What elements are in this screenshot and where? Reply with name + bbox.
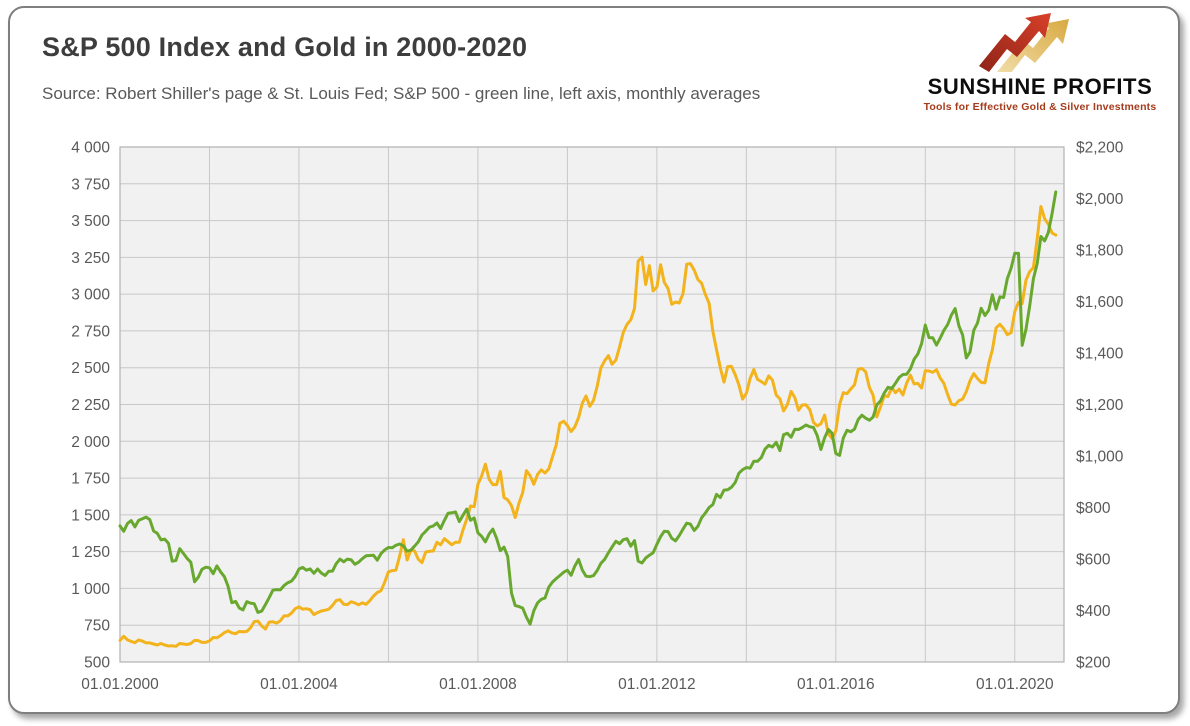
right-axis-tick-label: $2,200: [1076, 140, 1124, 157]
right-axis-tick-label: $1,600: [1076, 294, 1124, 311]
right-axis-tick-label: $2,000: [1076, 191, 1124, 208]
growth-arrow-icon: [916, 12, 1164, 72]
left-axis-tick-label: 500: [84, 655, 110, 672]
left-axis-tick-label: 3 500: [71, 213, 110, 230]
plot-border: [119, 146, 1065, 663]
right-axis-tick-label: $1,200: [1076, 397, 1124, 414]
left-axis-tick-label: 750: [84, 618, 110, 635]
x-axis-tick-label: 01.01.2004: [260, 676, 338, 693]
right-axis-tick-label: $800: [1076, 500, 1111, 517]
x-axis-tick-label: 01.01.2016: [797, 676, 875, 693]
x-axis-tick-label: 01.01.2012: [618, 676, 696, 693]
right-axis-tick-label: $600: [1076, 552, 1111, 569]
right-axis-tick-label: $1,000: [1076, 449, 1124, 466]
chart-source-subtitle: Source: Robert Shiller's page & St. Loui…: [42, 84, 761, 103]
left-axis-tick-label: 1 500: [71, 507, 110, 524]
left-axis-tick-label: 4 000: [71, 140, 110, 157]
right-axis-tick-label: $1,800: [1076, 243, 1124, 260]
page-title: S&P 500 Index and Gold in 2000-2020: [42, 32, 528, 62]
sunshine-profits-logo: SUNSHINE PROFITS Tools for Effective Gol…: [916, 12, 1164, 113]
right-axis-tick-label: $200: [1076, 655, 1111, 672]
left-axis-tick-label: 2 250: [71, 397, 110, 414]
left-axis-tick-label: 2 000: [71, 434, 110, 451]
left-axis-tick-label: 1 250: [71, 544, 110, 561]
left-axis-tick-label: 3 250: [71, 250, 110, 267]
left-axis-tick-label: 3 750: [71, 176, 110, 193]
left-axis-tick-label: 1 000: [71, 581, 110, 598]
chart-card: 4 000 3 750 3 500 3 250 3 000 2 750 2 500 2 250…: [8, 6, 1180, 714]
left-axis-tick-label: 2 750: [71, 323, 110, 340]
left-axis-tick-label: 2 500: [71, 360, 110, 377]
brand-tagline: Tools for Effective Gold & Silver Invest…: [923, 101, 1157, 113]
left-axis-tick-label: 1 750: [71, 471, 110, 488]
series-line-gold: [118, 205, 1058, 648]
x-axis-tick-label: 01.01.2008: [439, 676, 517, 693]
x-axis-tick-label: 01.01.2000: [81, 676, 159, 693]
brand-name: SUNSHINE PROFITS: [927, 74, 1153, 99]
chart-svg: 4 000 3 750 3 500 3 250 3 000 2 750 2 500 2 250…: [71, 140, 1124, 694]
right-axis-tick-label: $1,400: [1076, 346, 1124, 363]
left-axis-tick-label: 3 000: [71, 287, 110, 304]
right-axis-tick-label: $400: [1076, 603, 1111, 620]
x-axis-tick-label: 01.01.2020: [976, 676, 1054, 693]
series-line-s-p-500: [118, 190, 1058, 626]
